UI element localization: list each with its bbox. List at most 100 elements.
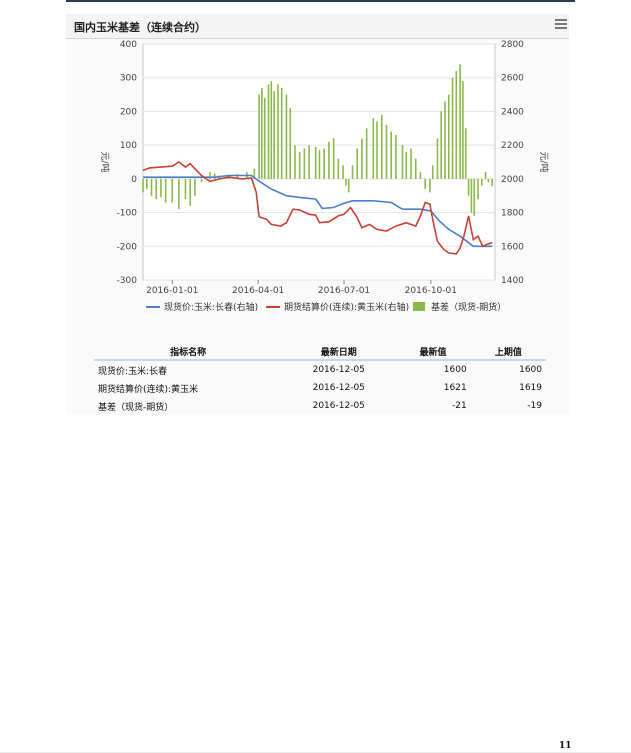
basis-bar xyxy=(424,178,426,189)
basis-bar xyxy=(277,84,279,179)
basis-bar xyxy=(376,121,378,179)
row-date: 2016-12-05 xyxy=(312,401,365,411)
left-tick-label: 100 xyxy=(120,141,137,151)
panel-title: 国内玉米基差（连续合约） xyxy=(74,21,206,34)
basis-bar xyxy=(455,70,458,179)
left-tick-label: 400 xyxy=(120,40,137,50)
basis-bar xyxy=(447,94,450,179)
basis-bar xyxy=(431,165,434,179)
basis-bar xyxy=(440,111,443,179)
basis-bar xyxy=(462,81,464,179)
basis-bar xyxy=(451,77,454,179)
basis-bar xyxy=(160,178,162,198)
basis-bar xyxy=(328,141,330,179)
basis-bar xyxy=(410,148,412,179)
basis-bar xyxy=(365,128,368,179)
basis-bar xyxy=(419,172,422,179)
basis-bar xyxy=(303,148,306,179)
basis-bar xyxy=(308,145,310,179)
right-tick-label: 2600 xyxy=(501,74,524,84)
basis-bar xyxy=(345,178,347,186)
basis-bar xyxy=(155,178,158,200)
right-tick-label: 2400 xyxy=(501,107,524,117)
summary-table: 指标名称 最新日期 最新值 上期值 现货价:玉米:长春 2016-12-05 1… xyxy=(94,344,546,415)
row-latest: 1621 xyxy=(443,383,467,393)
basis-bar xyxy=(150,178,153,196)
basis-bar xyxy=(314,146,317,179)
basis-bar xyxy=(209,172,211,179)
legend-entry: 现货价:玉米:长春(右轴) xyxy=(164,301,258,313)
right-tick-label: 2000 xyxy=(501,175,524,185)
basis-bar xyxy=(164,178,167,203)
top-rule xyxy=(66,0,575,2)
table-row: 期货结算价(连续):黄玉米 2016-12-05 1621 1619 xyxy=(94,379,546,397)
basis-bar xyxy=(405,151,408,179)
menu-icon[interactable] xyxy=(555,19,567,30)
header-latest-value: 最新值 xyxy=(395,344,471,361)
basis-bar xyxy=(213,173,216,179)
basis-chart: 400 300 200 100 0 -100 -200 -300 2800 2600 2400 220… xyxy=(99,40,550,313)
basis-bar xyxy=(385,124,388,179)
legend: 现货价:玉米:长春(右轴) 期货结算价(连续):黄玉米(右轴) 基差（现货-期货） xyxy=(146,301,506,313)
x-tick-label: 2016-10-01 xyxy=(405,286,457,296)
left-tick-label: -100 xyxy=(117,209,138,219)
basis-bar xyxy=(467,178,470,196)
price-lines xyxy=(142,161,493,255)
basis-bar xyxy=(491,178,493,186)
table-row: 基差（现货-期货） 2016-12-05 -21 -19 xyxy=(94,397,546,415)
basis-bar xyxy=(380,114,383,179)
basis-bar xyxy=(318,150,321,179)
right-tick-label: 2800 xyxy=(501,40,524,50)
left-tick-label: 200 xyxy=(120,107,137,117)
axes: 400 300 200 100 0 -100 -200 -300 2800 2600 2400 220… xyxy=(117,40,525,296)
basis-bar xyxy=(236,173,239,179)
basis-bar xyxy=(323,148,325,179)
x-tick-label: 2016-07-01 xyxy=(318,286,370,296)
page-number: 11 xyxy=(559,741,572,751)
basis-bar xyxy=(332,138,335,179)
basis-bar xyxy=(258,94,260,179)
basis-bar xyxy=(280,87,283,179)
basis-bar xyxy=(184,178,187,200)
basis-bar xyxy=(178,178,180,210)
basis-bar xyxy=(171,178,174,203)
x-tick-label: 2016-01-01 xyxy=(146,286,198,296)
basis-bar xyxy=(294,145,296,179)
row-name: 基差（现货-期货） xyxy=(98,402,174,413)
basis-bar xyxy=(270,81,273,179)
basis-bar xyxy=(436,138,439,179)
left-tick-label: -200 xyxy=(117,242,138,252)
right-tick-label: 2200 xyxy=(501,141,524,151)
right-axis-label: 元/吨 xyxy=(538,151,550,172)
basis-bar xyxy=(145,178,148,189)
right-tick-label: 1800 xyxy=(501,209,524,219)
basis-bar xyxy=(263,97,266,179)
basis-bar xyxy=(395,135,397,179)
basis-bar xyxy=(347,178,350,193)
basis-bar xyxy=(444,101,446,179)
basis-bar xyxy=(285,94,288,179)
futures-price-line xyxy=(142,161,493,255)
basis-bar xyxy=(351,165,354,179)
basis-bar xyxy=(253,168,256,179)
table-header-row: 指标名称 最新日期 最新值 上期值 xyxy=(94,344,546,361)
row-latest: 1600 xyxy=(443,365,467,375)
basis-bar xyxy=(194,178,196,196)
right-tick-label: 1600 xyxy=(501,242,524,252)
legend-entry: 期货结算价(连续):黄玉米(右轴) xyxy=(284,301,409,313)
basis-bar xyxy=(273,91,275,179)
row-latest: -21 xyxy=(451,401,467,411)
left-tick-label: 300 xyxy=(120,74,137,84)
basis-bar xyxy=(401,145,404,179)
basis-bar xyxy=(429,178,431,193)
row-date: 2016-12-05 xyxy=(312,383,365,393)
left-tick-label: 0 xyxy=(131,175,137,185)
panel-header: 国内玉米基差（连续合约） xyxy=(66,14,569,39)
basis-bar xyxy=(480,178,483,186)
row-previous: 1619 xyxy=(519,383,542,393)
row-date: 2016-12-05 xyxy=(312,365,365,375)
basis-bar xyxy=(267,84,270,179)
basis-bar xyxy=(477,178,479,200)
basis-bar xyxy=(487,178,490,183)
left-tick-label: -300 xyxy=(117,276,138,286)
